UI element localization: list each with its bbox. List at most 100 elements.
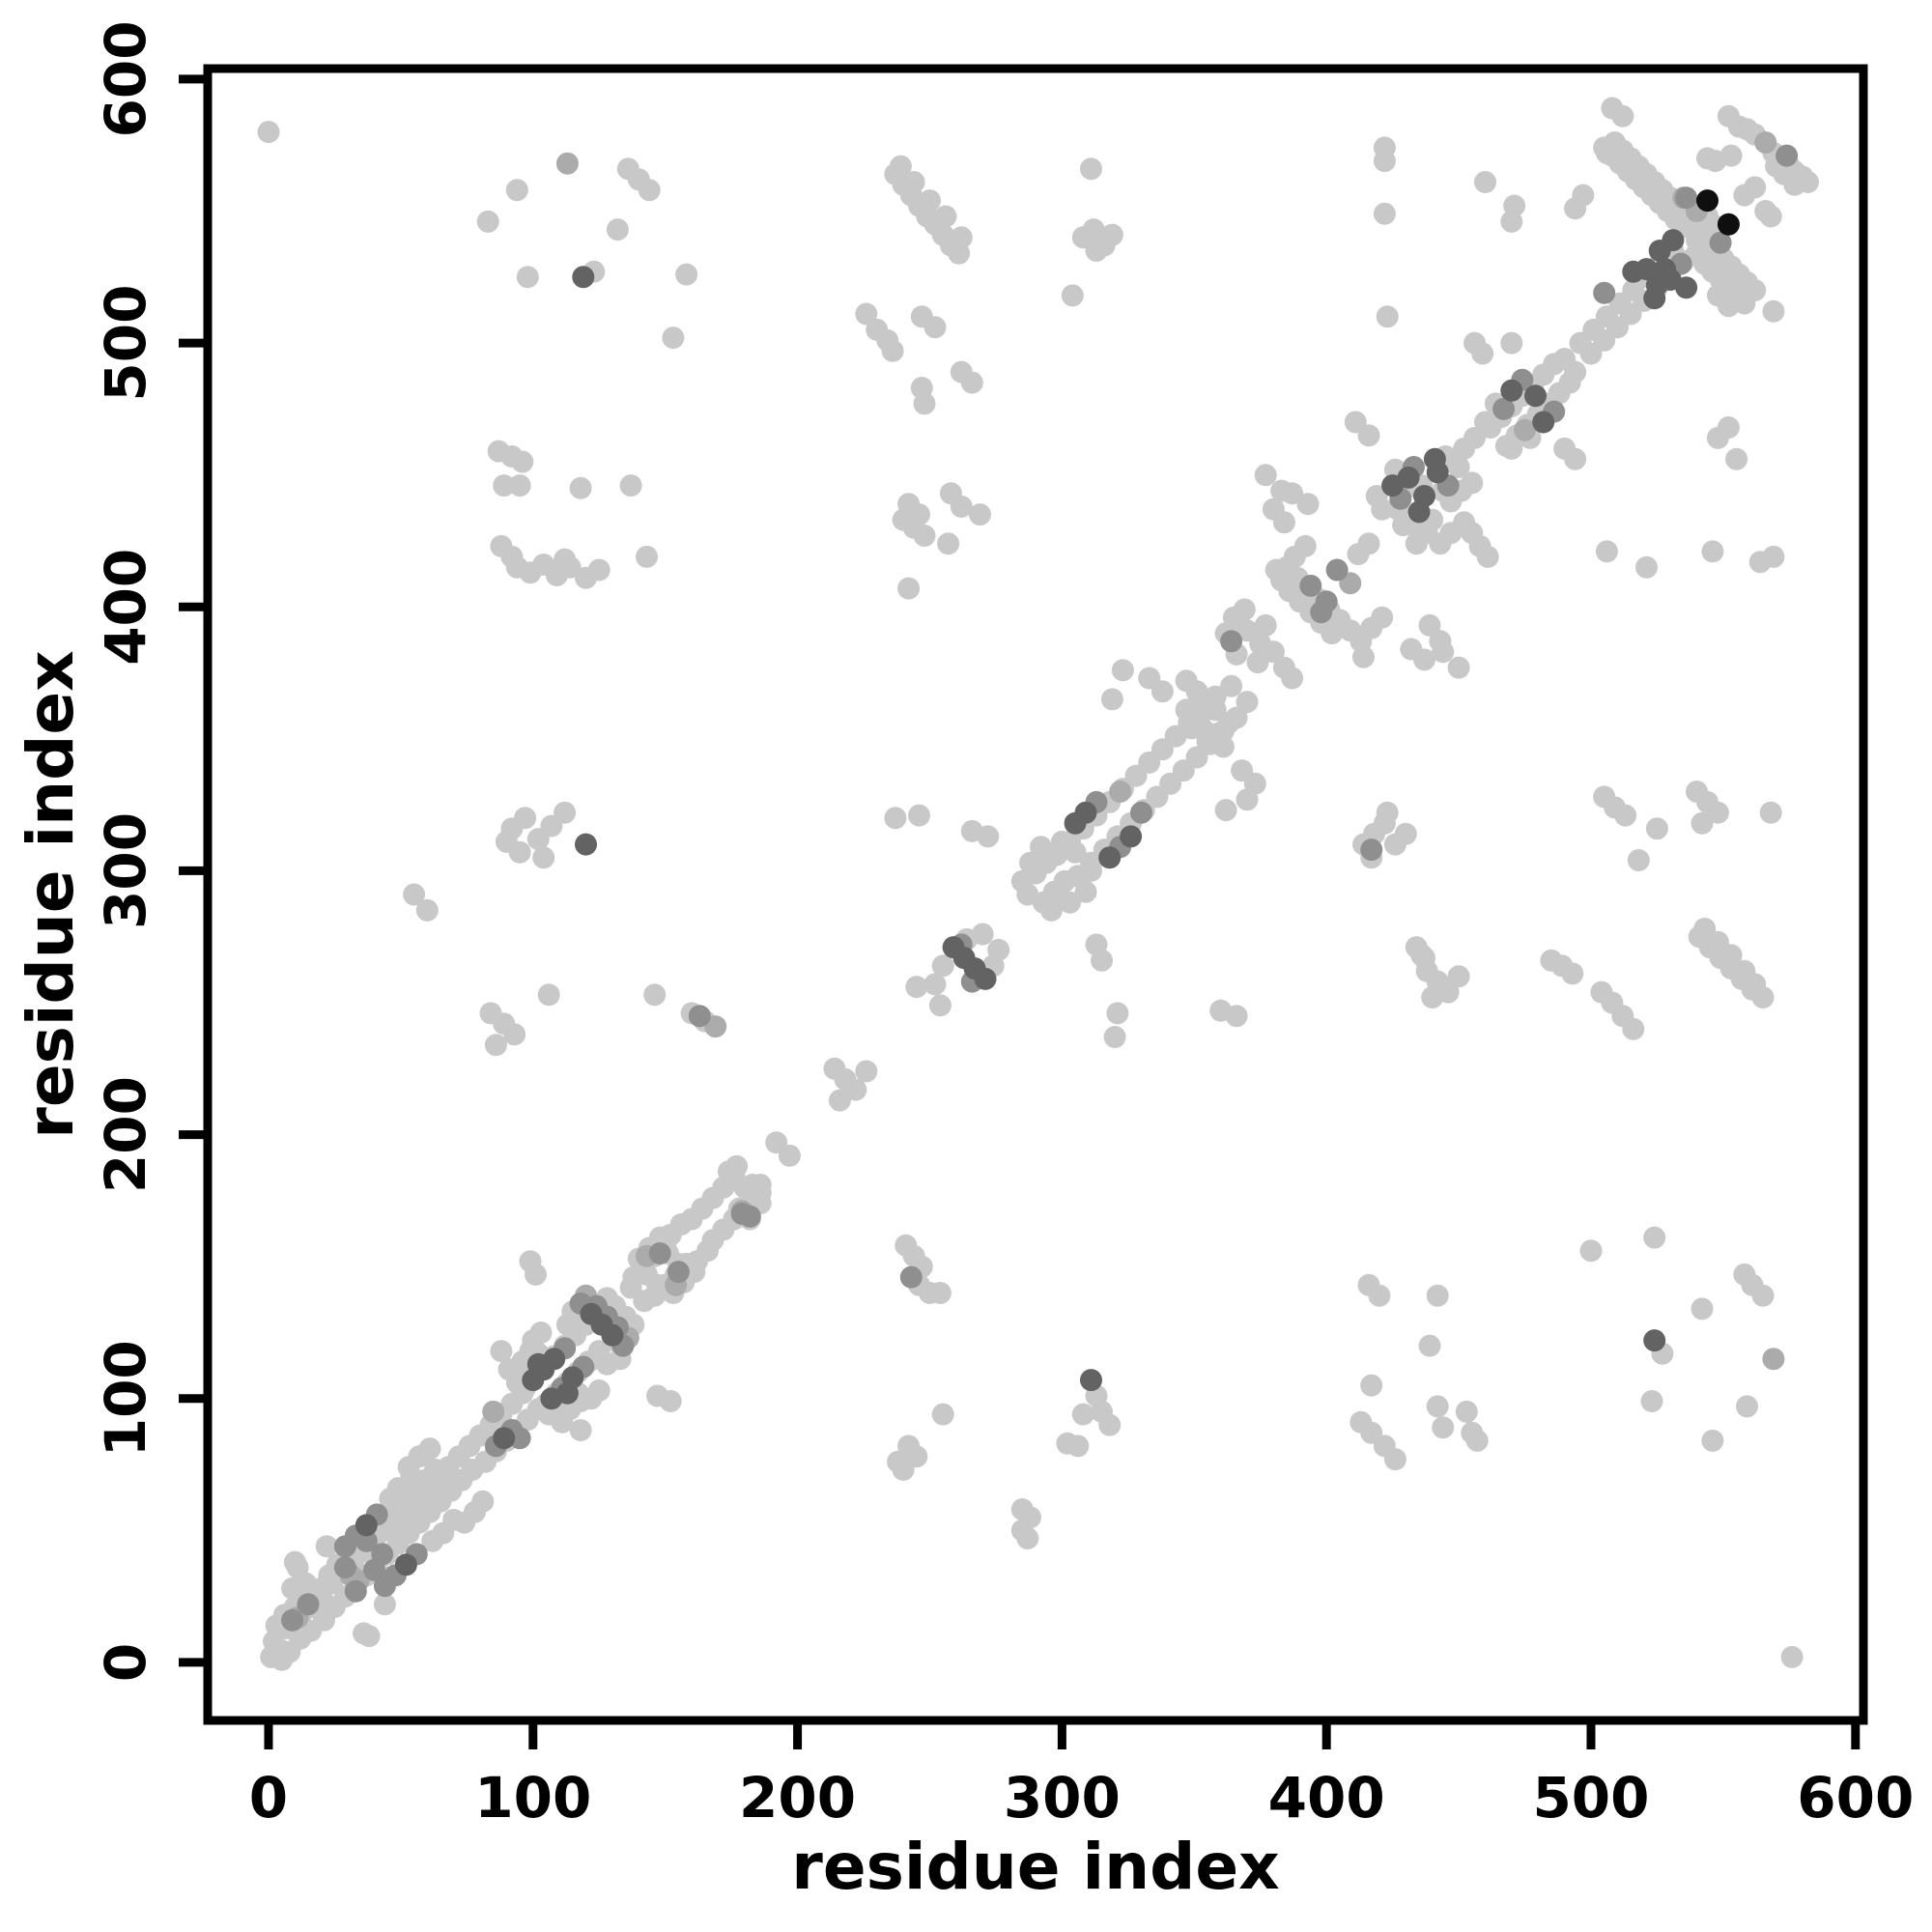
scatter-point bbox=[595, 1352, 618, 1376]
scatter-point bbox=[1595, 540, 1618, 563]
scatter-point bbox=[1762, 299, 1785, 323]
scatter-point bbox=[919, 189, 941, 213]
scatter-point bbox=[601, 1323, 624, 1347]
x-tick-label: 400 bbox=[1268, 1765, 1385, 1831]
scatter-point bbox=[1492, 397, 1516, 420]
scatter-point bbox=[974, 967, 997, 990]
scatter-point bbox=[363, 1558, 385, 1581]
scatter-point bbox=[1759, 801, 1782, 824]
scatter-point bbox=[1725, 447, 1748, 470]
x-tick-label: 500 bbox=[1532, 1765, 1649, 1831]
scatter-point bbox=[892, 508, 915, 531]
scatter-point bbox=[389, 1514, 412, 1537]
scatter-point bbox=[730, 1203, 753, 1225]
scatter-point bbox=[532, 846, 555, 869]
scatter-point bbox=[1211, 735, 1235, 758]
scatter-point bbox=[1100, 223, 1123, 246]
scatter-point bbox=[476, 210, 499, 233]
scatter-point bbox=[1675, 186, 1698, 210]
scatter-point bbox=[1264, 558, 1288, 582]
scatter-point bbox=[828, 1089, 851, 1112]
y-tick-label: 600 bbox=[93, 20, 158, 137]
scatter-point bbox=[1373, 150, 1396, 173]
scatter-point bbox=[1130, 801, 1152, 824]
scatter-point bbox=[1281, 667, 1304, 690]
scatter-point bbox=[675, 263, 698, 286]
scatter-point bbox=[1109, 781, 1132, 803]
scatter-point bbox=[1762, 545, 1785, 568]
scatter-point bbox=[1706, 801, 1729, 824]
scatter-point bbox=[1413, 947, 1435, 970]
scatter-point bbox=[950, 360, 973, 384]
x-tick-label: 200 bbox=[739, 1765, 856, 1831]
scatter-point bbox=[1394, 822, 1417, 845]
scatter-point bbox=[1138, 667, 1161, 690]
scatter-point bbox=[905, 1445, 928, 1468]
scatter-point bbox=[659, 1390, 682, 1412]
scatter-point bbox=[508, 474, 531, 497]
scatter-point bbox=[1085, 240, 1108, 262]
scatter-point bbox=[1405, 532, 1428, 555]
scatter-point bbox=[1111, 659, 1134, 682]
scatter-point bbox=[1262, 640, 1285, 664]
x-tick-label: 300 bbox=[1004, 1765, 1121, 1831]
scatter-point bbox=[1780, 1645, 1804, 1668]
scatter-point bbox=[1254, 613, 1277, 637]
scatter-point bbox=[554, 801, 577, 824]
scatter-point bbox=[1080, 157, 1102, 181]
scatter-point bbox=[1754, 131, 1777, 154]
y-tick-label: 500 bbox=[93, 285, 158, 402]
scatter-point bbox=[1696, 189, 1719, 213]
scatter-point bbox=[1704, 150, 1727, 173]
scatter-point bbox=[937, 532, 960, 555]
scatter-point bbox=[1432, 1416, 1455, 1439]
scatter-point bbox=[934, 205, 957, 228]
scatter-point bbox=[394, 1553, 417, 1577]
scatter-point bbox=[1645, 817, 1668, 840]
scatter-point bbox=[1360, 1374, 1383, 1397]
scatter-point bbox=[913, 392, 936, 415]
scatter-point bbox=[1564, 447, 1587, 470]
scatter-point bbox=[558, 555, 582, 579]
plot-border bbox=[203, 64, 1868, 1725]
scatter-point bbox=[884, 807, 907, 830]
x-tick-label: 0 bbox=[249, 1765, 288, 1831]
scatter-points-layer bbox=[257, 97, 1819, 1671]
scatter-point bbox=[905, 976, 928, 999]
scatter-point bbox=[1627, 849, 1650, 871]
scatter-point bbox=[333, 1556, 356, 1579]
scatter-point bbox=[643, 983, 667, 1007]
scatter-point bbox=[1383, 1448, 1406, 1471]
scatter-point bbox=[1593, 281, 1616, 304]
scatter-point bbox=[497, 1358, 521, 1381]
scatter-point bbox=[1299, 574, 1322, 597]
scatter-point bbox=[1080, 1369, 1102, 1392]
scatter-point bbox=[778, 1144, 801, 1167]
scatter-point bbox=[1220, 674, 1243, 697]
scatter-point bbox=[519, 1250, 542, 1273]
scatter-point bbox=[1762, 1348, 1785, 1371]
scatter-point bbox=[1579, 1239, 1603, 1263]
scatter-point bbox=[1091, 949, 1113, 972]
scatter-point bbox=[1074, 801, 1097, 824]
scatter-point bbox=[1561, 962, 1584, 985]
scatter-point bbox=[1514, 418, 1536, 441]
scatter-point bbox=[1293, 534, 1317, 557]
y-tick-label: 400 bbox=[93, 549, 158, 666]
scatter-point bbox=[928, 994, 952, 1017]
scatter-point bbox=[606, 218, 629, 242]
scatter-point bbox=[1465, 1429, 1489, 1452]
scatter-point bbox=[749, 1174, 772, 1196]
scatter-point bbox=[1643, 1226, 1666, 1249]
scatter-point bbox=[1236, 691, 1259, 714]
y-tick-label: 300 bbox=[93, 812, 158, 929]
scatter-point bbox=[1564, 197, 1587, 220]
y-tick-label: 0 bbox=[93, 1643, 158, 1682]
scatter-point bbox=[1061, 284, 1084, 307]
y-axis-ticks: 0 100 200 300 400 500 600 bbox=[93, 20, 208, 1682]
scatter-point bbox=[1423, 447, 1446, 470]
scatter-point bbox=[1246, 651, 1269, 674]
scatter-point bbox=[662, 327, 685, 350]
scatter-point bbox=[960, 819, 983, 842]
scatter-point bbox=[889, 155, 912, 178]
